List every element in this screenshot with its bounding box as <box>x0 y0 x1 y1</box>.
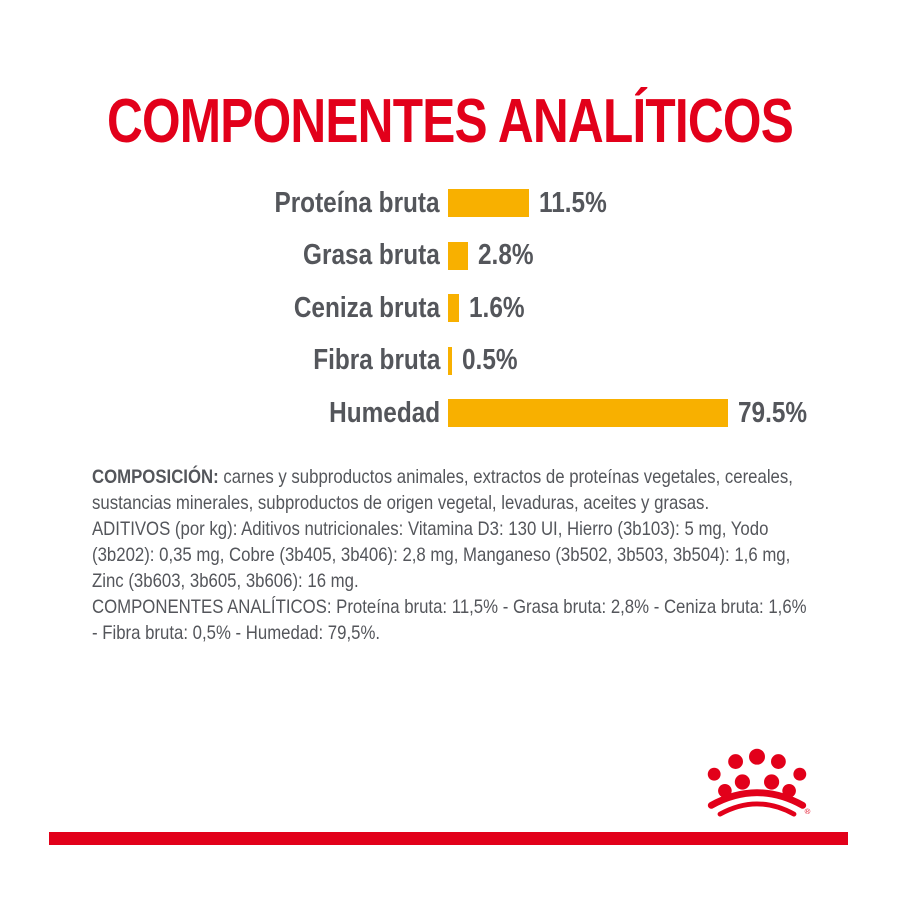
analytical-components-line-1: COMPONENTES ANALÍTICOS: Proteína bruta: … <box>92 596 807 618</box>
composition-line-1: COMPOSICIÓN: carnes y subproductos anima… <box>92 464 793 490</box>
bar-value-ceniza-bruta: 1.6% <box>469 291 525 324</box>
bar-grasa-bruta <box>448 241 468 270</box>
additives-line-2: (3b202): 0,35 mg, Cobre (3b405, 3b406): … <box>92 544 791 566</box>
bar-humedad <box>448 399 728 427</box>
bar-label-ceniza-bruta: Ceniza bruta <box>293 291 440 324</box>
page-title: COMPONENTES ANALÍTICOS <box>106 87 794 156</box>
bar-value-grasa-bruta: 2.8% <box>477 239 534 271</box>
additives-line-3: Zinc (3b603, 3b605, 3b606): 16 mg. <box>92 570 359 592</box>
bar-fibra-bruta <box>448 346 452 375</box>
bar-label-fibra-bruta: Fibra bruta <box>312 344 440 376</box>
registered-trademark-symbol: ® <box>805 807 811 816</box>
footer-red-bar <box>49 832 848 845</box>
composition-line-2: sustancias minerales, subproductos de or… <box>92 492 710 514</box>
chart-row-humedad: Humedad 79.5% <box>0 396 900 429</box>
bar-ceniza-bruta <box>448 294 460 322</box>
bar-value-fibra-bruta: 0.5% <box>462 344 518 376</box>
royal-canin-crown-logo-icon: ® <box>707 748 811 817</box>
bar-label-grasa-bruta: Grasa bruta <box>303 239 440 271</box>
bar-value-humedad: 79.5% <box>738 396 808 429</box>
bar-proteina-bruta <box>448 189 529 217</box>
bar-label-proteina-bruta: Proteína bruta <box>274 186 440 219</box>
chart-row-grasa-bruta: Grasa bruta 2.8% <box>0 239 900 271</box>
analytical-components-line-2: - Fibra bruta: 0,5% - Humedad: 79,5%. <box>92 622 381 644</box>
analytical-components-chart: Proteína bruta 11.5% Grasa bruta 2.8% Ce… <box>0 186 900 452</box>
composition-text-block: COMPOSICIÓN: carnes y subproductos anima… <box>92 464 892 646</box>
chart-row-proteina-bruta: Proteína bruta 11.5% <box>0 186 900 219</box>
chart-row-ceniza-bruta: Ceniza bruta 1.6% <box>0 291 900 324</box>
additives-line-1: ADITIVOS (por kg): Aditivos nutricionale… <box>92 518 769 540</box>
composition-heading: COMPOSICIÓN: <box>92 466 219 488</box>
chart-row-fibra-bruta: Fibra bruta 0.5% <box>0 344 900 376</box>
bar-value-proteina-bruta: 11.5% <box>538 186 607 219</box>
bar-label-humedad: Humedad <box>329 396 440 429</box>
composition-line-1-text: carnes y subproductos animales, extracto… <box>218 466 793 488</box>
